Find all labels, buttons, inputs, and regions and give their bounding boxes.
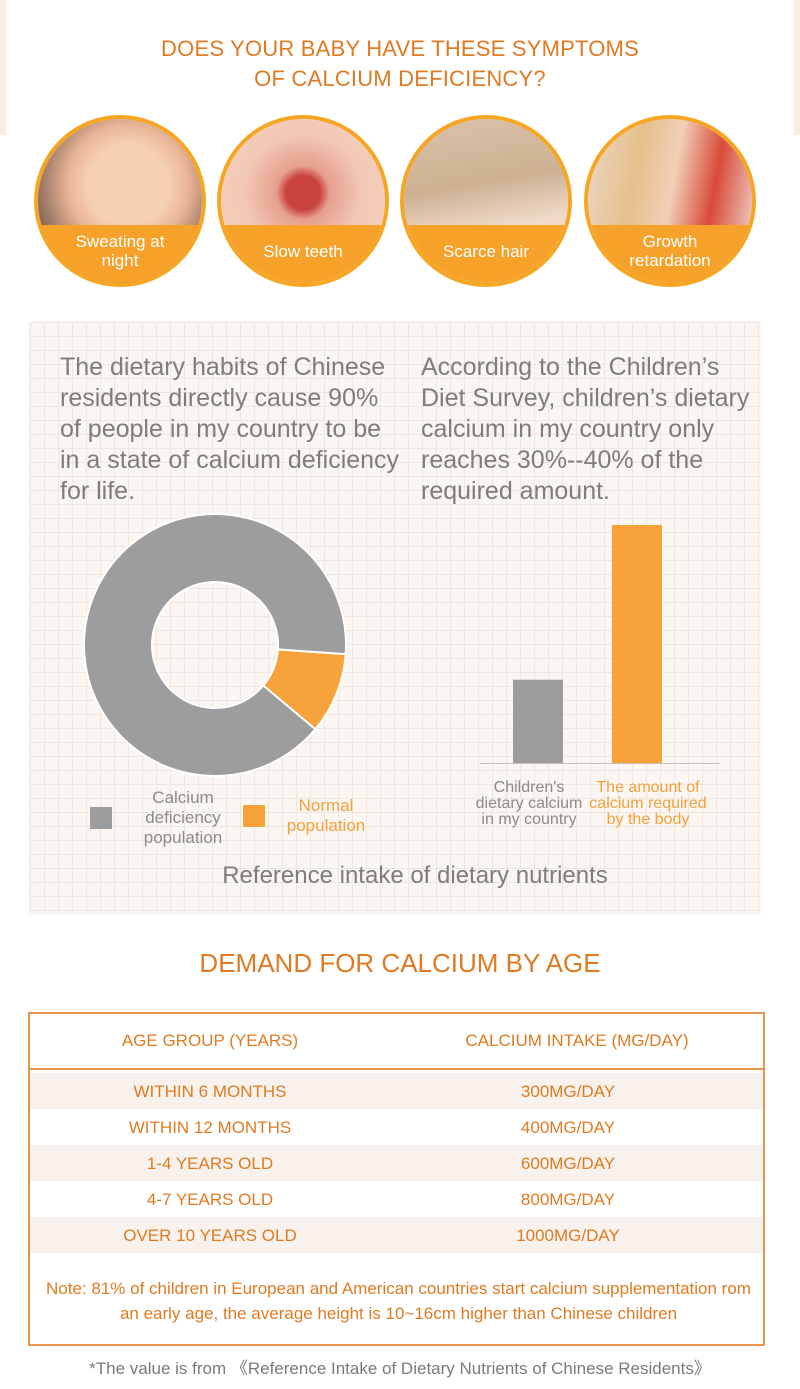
symptom-label: Scarce hair — [404, 225, 568, 283]
symptom-growth: Growth retardation — [584, 115, 756, 287]
legend-label: Calcium deficiency population — [143, 788, 223, 847]
title-line-2: OF CALCIUM DEFICIENCY? — [254, 66, 546, 91]
cell-age: WITHIN 6 MONTHS — [133, 1082, 287, 1101]
symptom-sweating: Sweating at night — [34, 115, 206, 287]
symptom-hair: Scarce hair — [400, 115, 572, 287]
table-row: WITHIN 12 MONTHS 400MG/DAY — [30, 1109, 763, 1145]
symptom-label: Sweating at night — [38, 225, 202, 283]
cell-intake: 400MG/DAY — [520, 1118, 616, 1137]
statistics-panel: The dietary habits of Chinese residents … — [30, 322, 760, 912]
deficiency-donut-chart — [83, 513, 347, 777]
table-row: 1-4 YEARS OLD 600MG/DAY — [30, 1145, 763, 1181]
table-row: OVER 10 YEARS OLD 1000MG/DAY — [30, 1217, 763, 1253]
survey-paragraph: According to the Children’s Diet Survey,… — [421, 353, 750, 505]
table-row: WITHIN 6 MONTHS 300MG/DAY — [30, 1073, 763, 1109]
legend-label: Normal population — [286, 796, 366, 835]
legend-swatch-orange — [243, 805, 265, 827]
cell-age: 1-4 YEARS OLD — [146, 1154, 274, 1173]
table-header: AGE GROUP (YEARS) CALCIUM INTAKE (MG/DAY… — [30, 1014, 763, 1070]
cell-age: OVER 10 YEARS OLD — [123, 1226, 297, 1245]
calcium-table: AGE GROUP (YEARS) CALCIUM INTAKE (MG/DAY… — [28, 1012, 765, 1346]
table-note: Note: 81% of children in European and Am… — [46, 1279, 751, 1323]
header-band — [0, 0, 800, 135]
cell-age: WITHIN 12 MONTHS — [128, 1118, 292, 1137]
symptom-label: Growth retardation — [588, 225, 752, 283]
bar-label-dietary: Children's dietary calcium in my country — [475, 779, 583, 828]
bar-dietary-calcium — [513, 679, 563, 763]
donut-slice-deficiency — [83, 513, 347, 777]
panel-caption: Reference intake of dietary nutrients — [222, 862, 608, 889]
symptom-circles: Sweating at night Slow teeth Scarce hair… — [0, 115, 800, 295]
bar-label-required: The amount of calcium required by the bo… — [589, 779, 707, 828]
cell-intake: 300MG/DAY — [520, 1082, 616, 1101]
title-line-1: DOES YOUR BABY HAVE THESE SYMPTOMS — [161, 36, 639, 61]
bar-required-calcium — [612, 525, 662, 763]
legend-swatch-grey — [90, 807, 112, 829]
cell-intake: 600MG/DAY — [520, 1154, 616, 1173]
calcium-bar-chart — [480, 525, 720, 764]
cell-age: 4-7 YEARS OLD — [146, 1190, 274, 1209]
legend-normal: Normal population — [243, 796, 371, 836]
table-row: 4-7 YEARS OLD 800MG/DAY — [30, 1181, 763, 1217]
cell-intake: 1000MG/DAY — [516, 1226, 620, 1245]
deficiency-paragraph: The dietary habits of Chinese residents … — [60, 353, 400, 505]
column-header-age: AGE GROUP (YEARS) — [121, 1031, 299, 1050]
legend-deficiency: Calcium deficiency population — [90, 788, 228, 848]
symptom-teeth: Slow teeth — [217, 115, 389, 287]
demand-title: DEMAND FOR CALCIUM BY AGE — [199, 948, 601, 978]
symptom-label: Slow teeth — [221, 225, 385, 283]
page-title: DOES YOUR BABY HAVE THESE SYMPTOMS OF CA… — [0, 34, 800, 94]
source-footnote: *The value is from 《Reference Intake of … — [89, 1359, 711, 1378]
column-header-intake: CALCIUM INTAKE (MG/DAY) — [465, 1031, 689, 1050]
cell-intake: 800MG/DAY — [520, 1190, 616, 1209]
